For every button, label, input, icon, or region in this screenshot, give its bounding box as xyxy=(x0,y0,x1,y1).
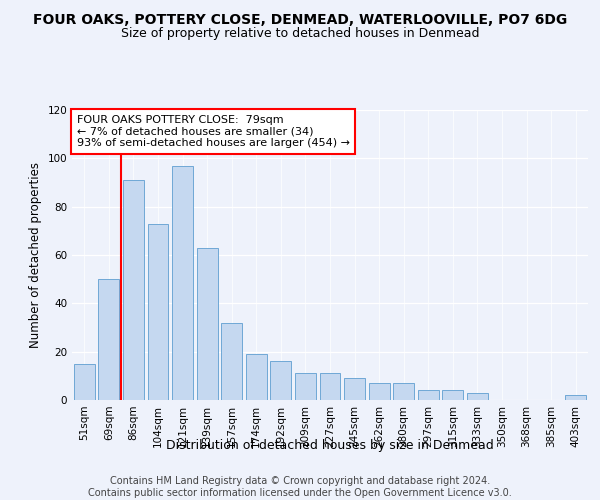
Text: FOUR OAKS POTTERY CLOSE:  79sqm
← 7% of detached houses are smaller (34)
93% of : FOUR OAKS POTTERY CLOSE: 79sqm ← 7% of d… xyxy=(77,115,350,148)
Bar xyxy=(98,279,119,400)
Bar xyxy=(368,383,389,400)
Bar xyxy=(295,374,316,400)
Bar xyxy=(246,354,267,400)
Bar xyxy=(74,364,95,400)
Bar xyxy=(221,322,242,400)
Text: Size of property relative to detached houses in Denmead: Size of property relative to detached ho… xyxy=(121,28,479,40)
Bar xyxy=(197,248,218,400)
Bar xyxy=(320,374,340,400)
Bar xyxy=(123,180,144,400)
Bar xyxy=(271,362,292,400)
Text: Contains HM Land Registry data © Crown copyright and database right 2024.
Contai: Contains HM Land Registry data © Crown c… xyxy=(88,476,512,498)
Bar xyxy=(393,383,414,400)
Bar xyxy=(344,378,365,400)
Text: FOUR OAKS, POTTERY CLOSE, DENMEAD, WATERLOOVILLE, PO7 6DG: FOUR OAKS, POTTERY CLOSE, DENMEAD, WATER… xyxy=(33,12,567,26)
Bar xyxy=(148,224,169,400)
Bar xyxy=(565,395,586,400)
Text: Distribution of detached houses by size in Denmead: Distribution of detached houses by size … xyxy=(166,440,494,452)
Bar xyxy=(442,390,463,400)
Bar xyxy=(172,166,193,400)
Bar xyxy=(467,393,488,400)
Bar xyxy=(418,390,439,400)
Y-axis label: Number of detached properties: Number of detached properties xyxy=(29,162,42,348)
